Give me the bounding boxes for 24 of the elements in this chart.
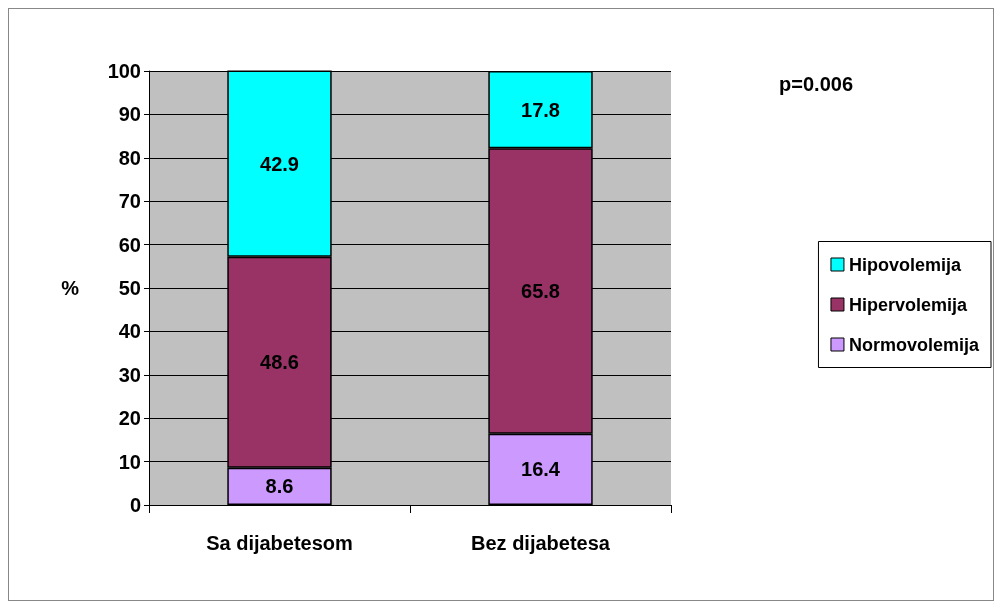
x-tick-label: Bez dijabetesa <box>471 532 611 554</box>
y-tick-label: 0 <box>129 494 141 516</box>
y-tick-label: 50 <box>118 277 141 299</box>
data-label: 42.9 <box>260 152 299 175</box>
data-label: 8.6 <box>265 475 294 498</box>
text: p=0.006 <box>779 73 854 95</box>
legend-label: Normovolemija <box>848 334 980 355</box>
legend-label: Hipervolemija <box>848 294 968 315</box>
y-tick-label: 70 <box>118 190 141 213</box>
y-axis-title: % <box>61 277 80 299</box>
y-tick-label: 40 <box>118 320 141 343</box>
data-label: 17.8 <box>521 98 560 121</box>
data-label: 65.8 <box>521 280 560 303</box>
data-label: 16.4 <box>521 458 561 481</box>
y-tick-label: 30 <box>118 363 141 386</box>
y-tick-label: 90 <box>118 103 141 126</box>
data-label: 48.6 <box>260 351 299 374</box>
y-tick-label: 80 <box>118 146 141 169</box>
y-tick-label: 20 <box>118 407 141 430</box>
x-tick-label: Sa dijabetesom <box>206 532 353 554</box>
y-tick-label: 10 <box>118 450 141 473</box>
y-tick-label: 60 <box>118 233 141 256</box>
legend-label: Hipovolemija <box>848 254 962 275</box>
y-tick-label: 100 <box>107 60 141 82</box>
